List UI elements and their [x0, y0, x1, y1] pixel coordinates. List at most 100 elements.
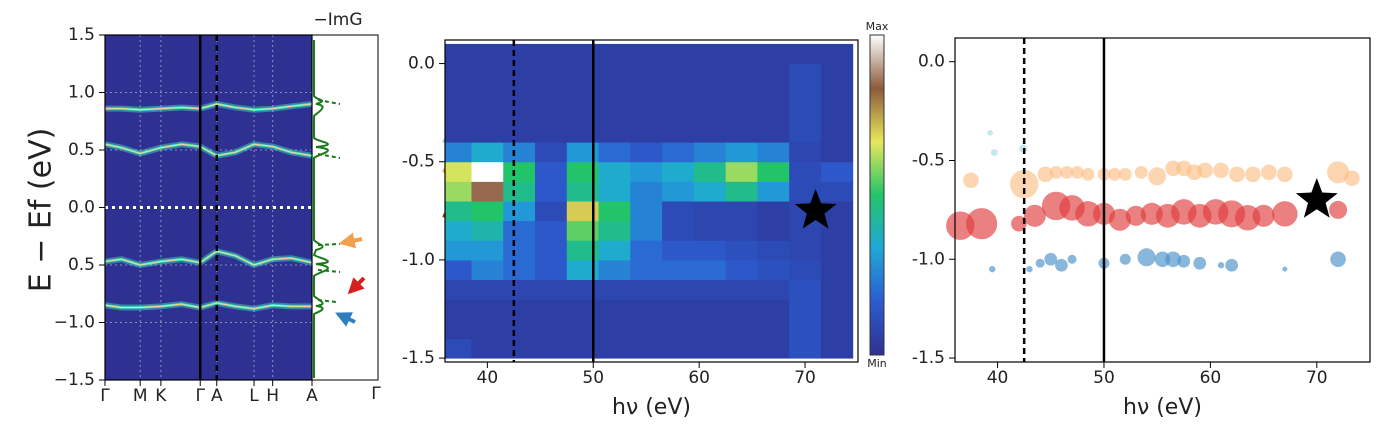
x-tick-label: 70	[794, 368, 816, 388]
heatmap-cell	[725, 161, 758, 182]
heatmap-cell	[445, 318, 472, 339]
heatmap-cell	[789, 63, 822, 84]
heatmap-cell	[535, 259, 568, 281]
heatmap-cell	[566, 161, 600, 182]
heatmap-cell	[693, 43, 727, 65]
x-axis-label: hν (eV)	[612, 395, 691, 420]
heatmap-cell	[820, 122, 854, 143]
y-tick-label: -0.5	[912, 150, 945, 170]
heatmap-cell	[820, 299, 854, 320]
heatmap-cell	[535, 338, 568, 359]
heatmap-cell	[789, 43, 822, 65]
colorbar-label: Min	[867, 357, 887, 370]
heatmap-cell	[820, 318, 854, 339]
heatmap-cell	[662, 142, 695, 163]
heatmap-cell	[471, 83, 504, 104]
heatmap-cell	[471, 259, 504, 281]
heatmap-cell	[471, 201, 504, 222]
heatmap-cell	[471, 43, 504, 65]
star-marker	[794, 188, 837, 229]
heatmap-cell	[598, 181, 631, 202]
heatmap-cell	[566, 83, 600, 104]
heatmap-cell	[757, 83, 790, 104]
colorbar-label: Max	[866, 20, 889, 33]
heatmap-cell	[535, 63, 568, 84]
x-tick-label: 50	[1093, 368, 1115, 388]
heatmap-cell	[693, 181, 727, 202]
spectral-curves	[312, 40, 341, 378]
heatmap-cell	[820, 63, 854, 84]
heatmap-cell	[630, 299, 663, 320]
heatmap-cell	[693, 338, 727, 359]
heatmap-cell	[445, 279, 472, 300]
heatmap-cell	[757, 102, 790, 123]
heatmap-cell	[693, 259, 727, 281]
heatmap-cell	[662, 181, 695, 202]
x-tick-label: 40	[987, 368, 1009, 388]
heatmap-cell	[725, 122, 758, 143]
heatmap-cell	[693, 83, 727, 104]
heatmap-cell	[566, 122, 600, 143]
x-tick-label: 50	[582, 368, 604, 388]
heatmap-cell	[598, 299, 631, 320]
heatmap-cell	[662, 299, 695, 320]
heatmap-cell	[535, 220, 568, 241]
heatmap-cell	[630, 259, 663, 281]
heatmap-cell	[566, 220, 600, 241]
heatmap-cell	[471, 318, 504, 339]
bubble	[1229, 166, 1245, 183]
heatmap-cell	[535, 299, 568, 320]
y-tick-label: -1.5	[402, 348, 435, 368]
heatmap-cell	[471, 122, 504, 143]
heatmap-cell	[503, 63, 536, 84]
x-tick-label: L	[249, 386, 259, 406]
heatmap-cell	[445, 161, 472, 182]
heatmap-cell	[535, 240, 568, 261]
heatmap-cell	[789, 83, 822, 104]
heatmap-cell	[598, 240, 631, 261]
bubble	[1108, 208, 1131, 231]
heatmap-cell	[503, 43, 536, 65]
bubble	[1011, 215, 1027, 232]
bubble	[987, 129, 993, 136]
x-tick-label: 40	[477, 368, 499, 388]
bubble	[1197, 162, 1213, 179]
heatmap-cell	[789, 279, 822, 300]
heatmap-cell	[630, 83, 663, 104]
bubble	[1277, 166, 1293, 183]
bubble	[1213, 162, 1229, 179]
heatmap-cell	[789, 122, 822, 143]
heatmap-cell	[757, 161, 790, 182]
heatmap-cell	[693, 299, 727, 320]
heatmap-cell	[630, 161, 663, 182]
bubble	[1037, 166, 1054, 183]
heatmap-cell	[630, 122, 663, 143]
y-tick-label: 0.0	[68, 198, 95, 218]
bubble	[1217, 262, 1225, 269]
heatmap-cell	[725, 43, 758, 65]
bubble	[989, 265, 996, 273]
plot-frame	[954, 37, 1371, 363]
heatmap-cell	[789, 259, 822, 281]
heatmap-cell	[471, 161, 504, 182]
bubble	[1252, 204, 1275, 227]
heatmap-cell	[471, 142, 504, 163]
x-tick-label: 60	[688, 368, 710, 388]
heatmap-cell	[598, 63, 631, 84]
heatmap-cell	[445, 181, 472, 202]
panel: 1.51.00.50.00.5−1.0−1.5Γ M K Γ A L H A	[54, 25, 318, 406]
y-tick-label: 0.0	[918, 52, 945, 72]
heatmap-cell	[757, 181, 790, 202]
heatmap-cell	[566, 63, 600, 84]
heatmap-cell	[503, 181, 536, 202]
heatmap-cell	[566, 318, 600, 339]
heatmap-cell	[445, 338, 472, 359]
heatmap-cell	[820, 220, 854, 241]
heatmap-cell	[757, 240, 790, 261]
y-tick-label: −1.0	[54, 313, 95, 333]
bubble	[1118, 167, 1132, 181]
heatmap-cell	[503, 299, 536, 320]
heatmap-cell	[445, 102, 472, 123]
heatmap-cell	[662, 338, 695, 359]
heatmap-cell	[820, 338, 854, 359]
